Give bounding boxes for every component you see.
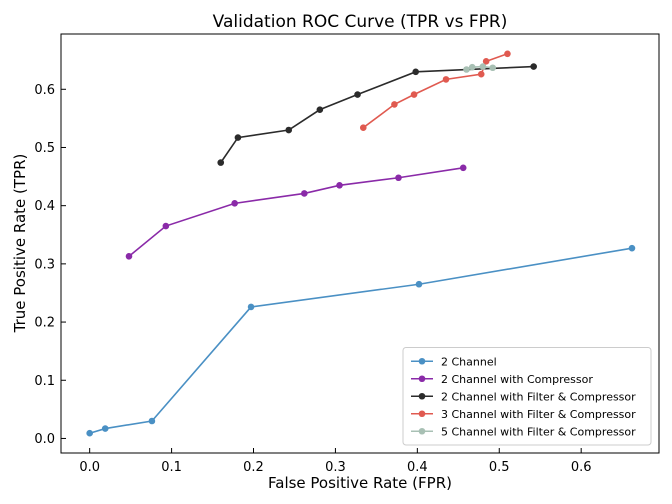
legend-marker	[418, 357, 426, 365]
data-point	[316, 106, 324, 113]
series-2-channel-with-compressor	[125, 164, 467, 260]
x-tick-label: 0.3	[325, 460, 346, 475]
data-point	[234, 134, 242, 141]
data-point	[217, 159, 225, 166]
x-axis-ticks: 0.0 0.1 0.2 0.3 0.4 0.5 0.6	[79, 448, 592, 475]
series-layer	[86, 50, 636, 437]
legend-item: 3 Channel with Filter & Compressor	[411, 408, 636, 421]
series-5-channel-with-filter-and-compressor	[463, 63, 497, 73]
legend-item: 2 Channel with Compressor	[411, 373, 593, 386]
data-point	[300, 190, 308, 197]
series-3-channel-with-filter-and-compressor	[359, 50, 511, 131]
legend-label: 2 Channel	[441, 355, 497, 368]
series-line-2-channel-with-filter-and-compressor	[220, 65, 534, 164]
data-point	[285, 126, 293, 134]
data-point	[148, 417, 156, 425]
chart-title: Validation ROC Curve (TPR vs FPR)	[213, 12, 508, 32]
x-tick-label: 0.5	[489, 460, 510, 475]
series-2-channel	[86, 244, 636, 437]
data-point	[628, 244, 636, 252]
data-point	[479, 63, 487, 70]
data-point	[101, 425, 109, 432]
data-point	[463, 66, 470, 73]
data-point	[410, 91, 418, 98]
data-point	[468, 63, 476, 71]
y-tick-label: 0.1	[34, 374, 55, 389]
x-axis-label: False Positive Rate (FPR)	[268, 474, 452, 492]
data-point	[415, 280, 423, 288]
x-tick-label: 0.1	[161, 460, 182, 475]
legend-item: 2 Channel with Filter & Compressor	[411, 390, 636, 403]
data-point	[530, 63, 537, 70]
y-tick-label: 0.2	[34, 316, 55, 331]
data-point	[459, 164, 467, 172]
legend-label: 5 Channel with Filter & Compressor	[441, 425, 636, 438]
data-point	[247, 303, 255, 311]
y-axis-label: True Positive Rate (TPR)	[11, 154, 29, 334]
data-point	[504, 50, 511, 58]
legend-box	[402, 347, 652, 446]
legend-marker	[418, 410, 426, 418]
data-point	[477, 70, 485, 78]
data-point	[359, 124, 367, 131]
legend-label: 2 Channel with Compressor	[441, 373, 593, 386]
legend-item: 5 Channel with Filter & Compressor	[411, 425, 636, 438]
data-point	[489, 64, 497, 72]
data-point	[354, 91, 361, 98]
data-point	[442, 76, 450, 83]
data-point	[391, 101, 398, 108]
legend: 2 Channel 2 Channel with Compressor 2 Chan…	[402, 347, 652, 446]
series-2-channel-with-filter-and-compressor	[217, 63, 537, 166]
x-tick-label: 0.2	[243, 460, 264, 475]
data-point	[125, 253, 133, 260]
data-point	[231, 200, 238, 207]
plot-frame	[60, 33, 660, 454]
data-point	[412, 68, 420, 76]
x-tick-label: 0.0	[79, 460, 100, 475]
data-point	[395, 174, 402, 182]
legend-item: 2 Channel	[411, 355, 497, 368]
legend-marker	[418, 375, 426, 383]
y-tick-label: 0.6	[34, 83, 55, 98]
data-point	[162, 222, 170, 230]
legend-label: 2 Channel with Filter & Compressor	[441, 390, 636, 403]
y-tick-label: 0.5	[34, 141, 55, 156]
data-point	[482, 58, 490, 65]
legend-marker	[418, 427, 426, 435]
series-line-2-channel-with-compressor	[128, 167, 464, 257]
y-axis-ticks: 0.0 0.1 0.2 0.3 0.4 0.5 0.6	[34, 83, 66, 447]
y-tick-label: 0.3	[34, 257, 55, 272]
series-line-3-channel-with-filter-and-compressor	[362, 53, 508, 129]
x-tick-label: 0.6	[571, 460, 592, 475]
y-tick-label: 0.4	[34, 199, 55, 214]
y-tick-label: 0.0	[34, 432, 55, 447]
data-point	[86, 429, 93, 437]
x-tick-label: 0.4	[407, 460, 428, 475]
legend-marker	[418, 392, 426, 400]
data-point	[336, 182, 343, 189]
legend-label: 3 Channel with Filter & Compressor	[441, 408, 636, 421]
